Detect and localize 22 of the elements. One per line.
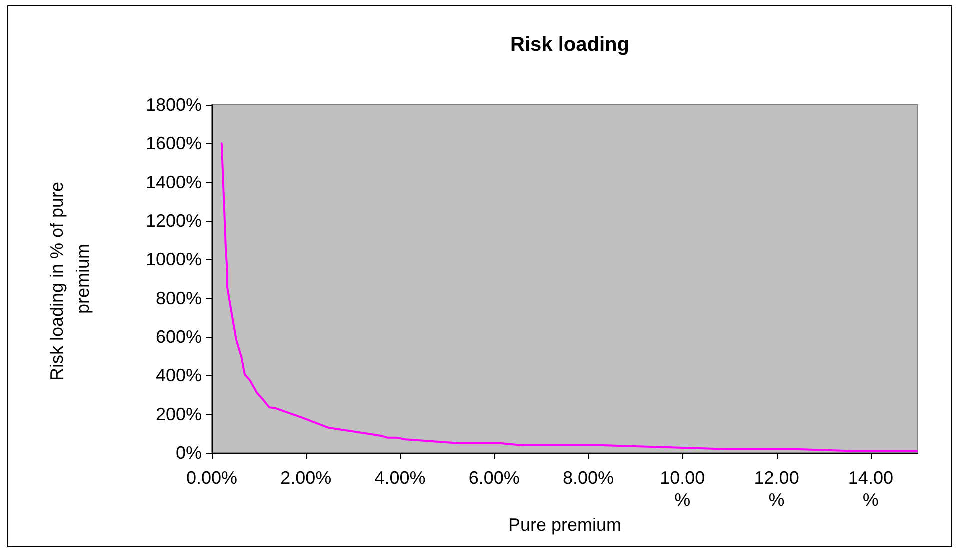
- y-tick-label: 1400%: [146, 172, 202, 192]
- chart-title: Risk loading: [510, 34, 630, 56]
- x-tick-label: 8.00%: [563, 468, 614, 488]
- y-tick-label: 200%: [156, 404, 202, 424]
- x-tick-label: 4.00%: [374, 468, 426, 488]
- y-tick-label: 1800%: [146, 95, 202, 115]
- y-tick-label: 1000%: [146, 250, 202, 270]
- y-tick-label: 600%: [156, 327, 202, 347]
- y-tick-label: 0%: [176, 443, 202, 463]
- y-tick-label: 400%: [156, 366, 202, 386]
- y-tick-label: 800%: [156, 288, 202, 308]
- x-tick-label: 14.00 %: [848, 468, 894, 510]
- x-tick-label: 2.00%: [280, 468, 332, 488]
- x-axis-title: Pure premium: [508, 514, 622, 535]
- x-tick-label: 12.00 %: [754, 468, 800, 510]
- line-series: [220, 142, 918, 452]
- y-axis-title: Risk loading in % of pure premium: [47, 176, 93, 382]
- x-tick-label: 0.00%: [186, 468, 238, 488]
- y-tick-label: 1200%: [146, 211, 202, 231]
- x-tick-label: 6.00%: [468, 468, 520, 488]
- x-tick-label: 10.00 %: [660, 468, 706, 510]
- y-tick-label: 1600%: [146, 134, 202, 154]
